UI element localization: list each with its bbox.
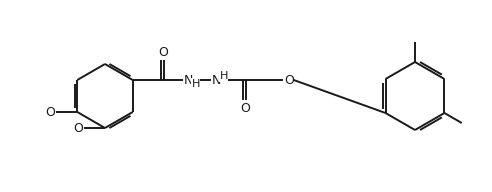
Text: O: O: [158, 46, 168, 59]
Text: H: H: [219, 71, 228, 81]
Text: O: O: [73, 122, 83, 135]
Text: N: N: [212, 74, 221, 87]
Text: H: H: [191, 79, 200, 89]
Text: N: N: [184, 74, 193, 87]
Text: O: O: [284, 74, 294, 87]
Text: O: O: [45, 105, 55, 118]
Text: O: O: [240, 102, 249, 114]
